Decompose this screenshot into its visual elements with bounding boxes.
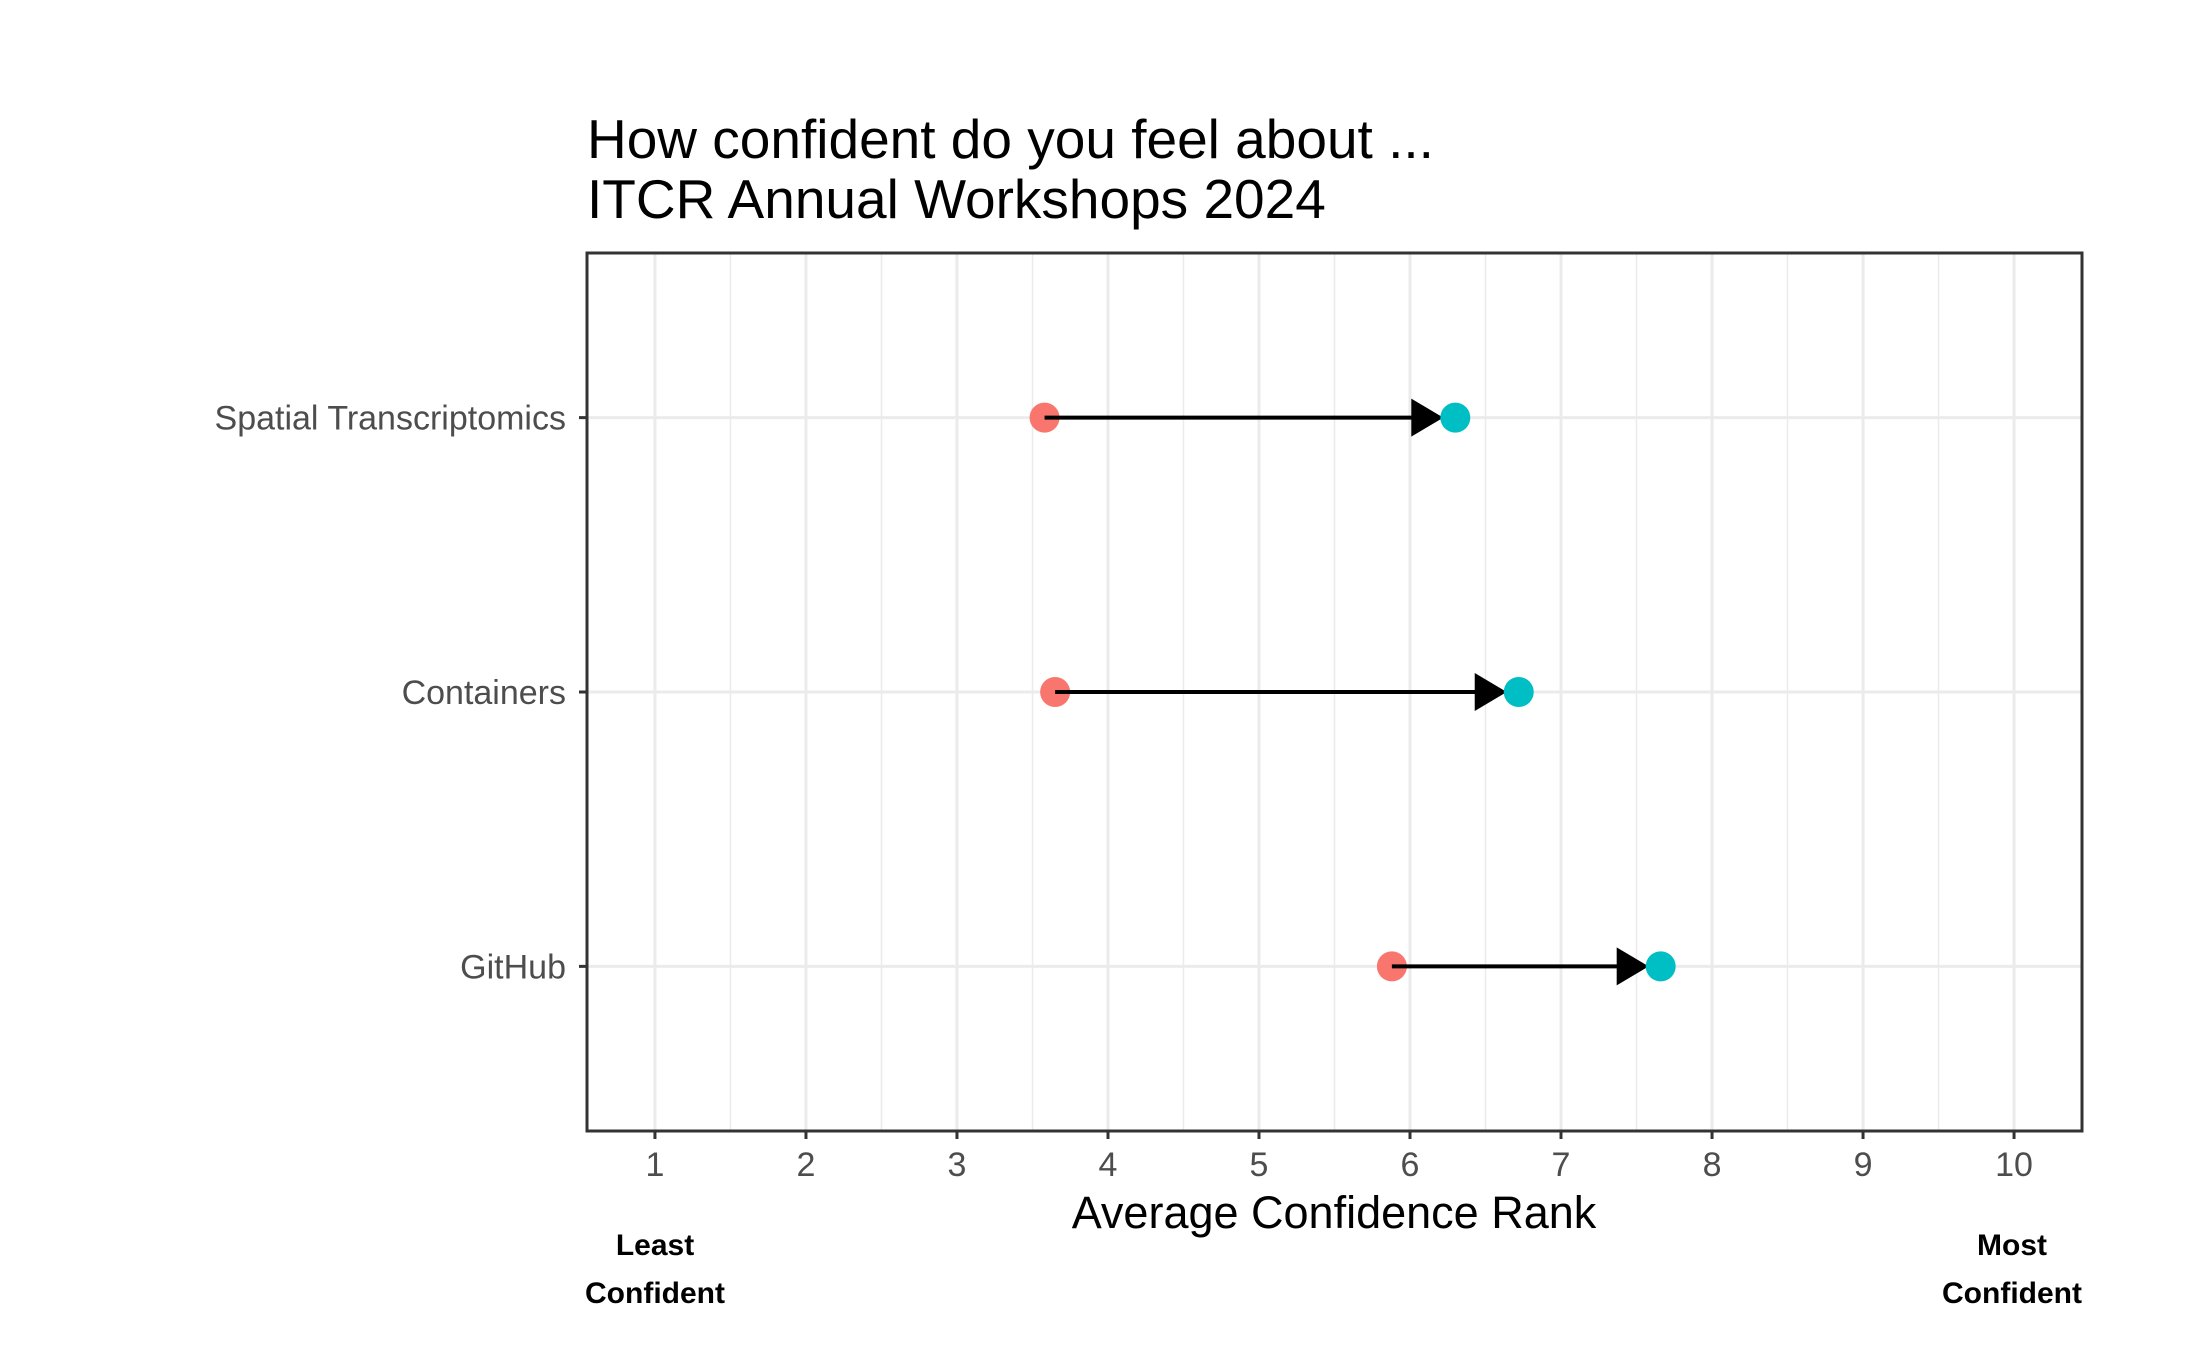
x-tick-label: 8 xyxy=(1703,1146,1722,1184)
grid-lines xyxy=(587,253,2082,1131)
y-tick-label: Containers xyxy=(402,674,566,712)
post-point xyxy=(1440,402,1471,433)
y-tick-label: Spatial Transcriptomics xyxy=(215,400,566,438)
most-confident-label-line1: Most xyxy=(1977,1229,2047,1262)
x-tick-label: 10 xyxy=(1995,1146,2033,1184)
x-tick-label: 7 xyxy=(1552,1146,1571,1184)
most-confident-label-line2: Confident xyxy=(1942,1277,2082,1310)
x-axis-label: Average Confidence Rank xyxy=(1072,1187,1597,1238)
post-point xyxy=(1645,951,1676,982)
panel-border xyxy=(585,251,2084,1133)
change-arrow-head xyxy=(1616,947,1649,986)
x-tick-label: 6 xyxy=(1401,1146,1420,1184)
least-confident-label-line2: Confident xyxy=(585,1277,725,1310)
y-axis-ticks: Spatial Transcriptomics Containers GitHub xyxy=(215,400,587,986)
change-arrow-head xyxy=(1411,398,1444,437)
post-point xyxy=(1503,677,1534,707)
least-confident-label-line1: Least xyxy=(616,1229,694,1262)
chart-title: How confident do you feel about ... xyxy=(587,108,1434,170)
change-arrow-head xyxy=(1474,673,1507,711)
x-tick-label: 4 xyxy=(1099,1146,1118,1184)
x-tick-label: 3 xyxy=(948,1146,967,1184)
x-tick-label: 1 xyxy=(645,1146,664,1184)
x-tick-label: 2 xyxy=(797,1146,816,1184)
x-tick-label: 9 xyxy=(1854,1146,1873,1184)
y-tick-label: GitHub xyxy=(460,948,566,986)
x-tick-label: 5 xyxy=(1250,1146,1269,1184)
chart-subtitle: ITCR Annual Workshops 2024 xyxy=(587,168,1326,230)
x-axis-ticks: 1 2 3 4 5 6 7 8 9 10 xyxy=(645,1131,2033,1184)
chart-marks xyxy=(1029,398,1676,986)
